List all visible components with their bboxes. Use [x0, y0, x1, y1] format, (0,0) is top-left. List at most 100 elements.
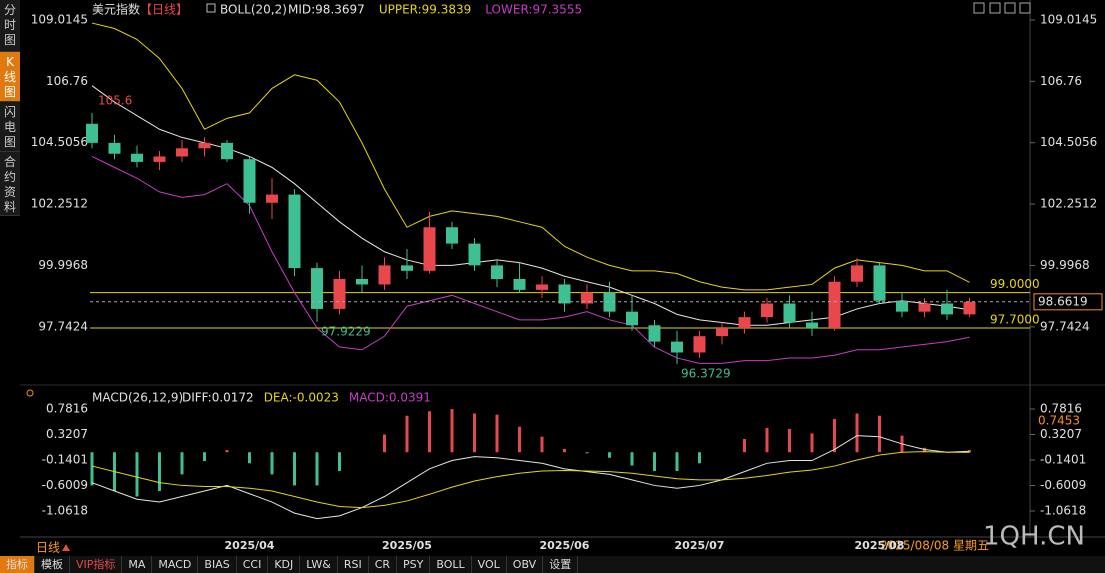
macd-bar — [90, 452, 94, 486]
macd-bar — [405, 415, 409, 453]
line — [91, 85, 970, 326]
tab[interactable]: CR — [369, 556, 398, 573]
candle-body — [716, 327, 728, 337]
tab[interactable]: KDJ — [268, 556, 301, 573]
candle-body — [176, 148, 188, 157]
x-tick-label: 2025/08 — [855, 539, 905, 552]
y-tick-label: 0.7816 — [46, 401, 88, 415]
indicator-label: MID:98.3697 — [288, 3, 365, 17]
tab[interactable]: LW& — [300, 556, 338, 573]
macd-bar — [563, 448, 566, 453]
period-label[interactable]: 日线 — [36, 541, 60, 555]
y-tick-label: 109.0145 — [31, 12, 88, 26]
indicator-label: LOWER:97.3555 — [485, 3, 582, 17]
line — [91, 22, 970, 291]
candle-body — [806, 322, 818, 328]
candle-body — [828, 281, 841, 328]
low-label: 96.3729 — [681, 367, 731, 381]
macd-bar — [540, 436, 544, 453]
sidebar-item[interactable]: 分时图 — [0, 0, 20, 52]
horizontal-line-label: 97.7000 — [990, 312, 1040, 326]
y-tick-label: 0.3207 — [46, 427, 88, 441]
y-tick-label: 97.7424 — [1040, 319, 1090, 333]
candle-body — [311, 268, 323, 309]
icon[interactable] — [989, 2, 1001, 14]
y-tick-label: 104.5056 — [31, 135, 88, 149]
candle-body — [896, 300, 908, 312]
candle-body — [243, 159, 256, 203]
tab[interactable]: CCI — [237, 556, 269, 573]
tab[interactable]: RSI — [338, 556, 369, 573]
macd-bar — [743, 438, 746, 453]
y-tick-label: 106.76 — [1040, 74, 1082, 88]
last-price-label: 98.6619 — [1038, 294, 1088, 308]
candle-body — [423, 227, 436, 271]
macd-bar — [518, 426, 521, 453]
x-tick-label: 2025/06 — [540, 539, 590, 552]
tab[interactable]: BOLL — [430, 556, 472, 573]
candle-body — [738, 317, 751, 328]
chart-subtitle: 【日线】 — [140, 3, 188, 17]
tab[interactable]: 模板 — [35, 556, 70, 573]
candle-body — [603, 292, 616, 312]
macd-bar — [383, 434, 386, 453]
indicator-label: DIFF:0.0172 — [182, 391, 254, 405]
chart-title: 美元指数 — [92, 2, 140, 17]
horizontal-line-label: 99.0000 — [990, 277, 1040, 291]
macd-bar — [923, 447, 926, 453]
indicator-name: MACD(26,12,9) — [92, 391, 183, 405]
y-tick-label: 102.2512 — [1040, 197, 1097, 211]
y-tick-label: 109.0145 — [1040, 12, 1097, 26]
x-tick-label: 2025/05 — [382, 539, 432, 552]
candle-body — [86, 123, 98, 143]
icon[interactable] — [973, 2, 985, 14]
candle-body — [468, 243, 481, 266]
macd-bar — [338, 452, 341, 472]
tab-bar: 指标 模板 VIP指标 MA MACD BIAS CCI KDJ LW& RSI CR PSY BOLL… — [0, 556, 1105, 573]
tab[interactable]: OBV — [507, 556, 544, 573]
indicator-name: BOLL(20,2) — [220, 3, 287, 17]
y-tick-label: 97.7424 — [38, 319, 88, 333]
tab[interactable]: VIP指标 — [70, 556, 123, 573]
line — [91, 435, 970, 520]
candle-body — [671, 341, 683, 353]
macd-bar — [180, 452, 184, 475]
tab[interactable]: MA — [122, 556, 153, 573]
line — [91, 156, 970, 364]
sidebar-item[interactable]: K线图 — [0, 52, 20, 102]
candle-body — [221, 142, 233, 160]
candle-body — [513, 278, 526, 290]
candle-body — [378, 265, 391, 285]
icon[interactable] — [1004, 2, 1016, 14]
candle-body — [401, 265, 413, 271]
toolbar-icons[interactable] — [206, 2, 1031, 14]
icon[interactable] — [1019, 2, 1031, 14]
y-tick-label: 106.76 — [46, 74, 88, 88]
tab[interactable]: MACD — [152, 556, 199, 573]
macd-bar — [135, 452, 139, 497]
tab[interactable]: 设置 — [543, 556, 579, 573]
candle-body — [536, 284, 548, 290]
tab[interactable]: 指标 — [0, 556, 35, 573]
icon[interactable] — [206, 3, 216, 13]
sidebar-item[interactable]: 闪电图 — [0, 102, 20, 152]
x-tick-label: 2025/04 — [225, 539, 275, 552]
tab[interactable]: VOL — [472, 556, 507, 573]
candle-body — [626, 311, 638, 326]
settings-icon[interactable] — [26, 389, 34, 397]
candle-body — [198, 142, 211, 149]
macd-bar — [810, 433, 814, 453]
date-status: 2025/08/08 星期五 — [880, 539, 989, 553]
tab[interactable]: PSY — [397, 556, 431, 573]
sidebar-item[interactable]: 合约资料 — [0, 152, 20, 216]
tab[interactable]: BIAS — [198, 556, 237, 573]
candle-body — [153, 156, 166, 162]
y-tick-label: 102.2512 — [31, 197, 88, 211]
y-tick-label: -0.1401 — [42, 452, 88, 466]
period-arrow[interactable] — [62, 544, 70, 551]
line — [91, 451, 970, 509]
macd-bar — [270, 452, 274, 475]
macd-bar — [765, 427, 769, 453]
y-tick-label: -1.0618 — [1040, 503, 1086, 517]
x-tick-label: 2025/07 — [675, 539, 725, 552]
